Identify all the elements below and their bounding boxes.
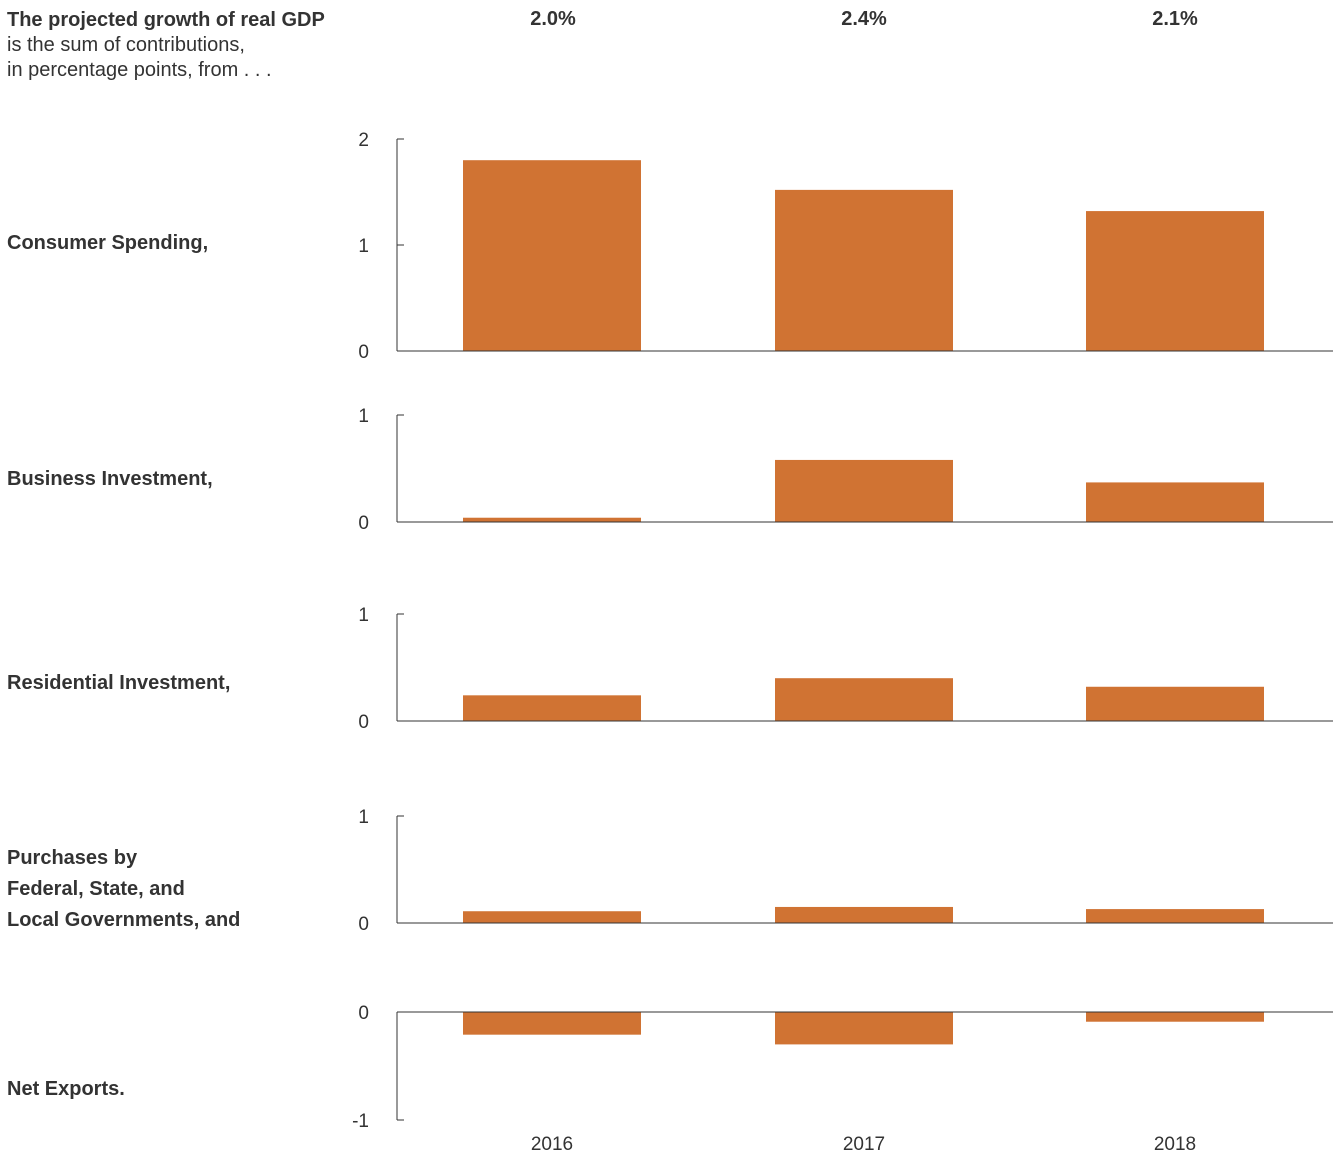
bar-residential-investment-2017 [775, 678, 953, 721]
panel-label-net-exports: Net Exports. [7, 1078, 125, 1100]
bar-business-investment-2017 [775, 459, 953, 522]
bar-business-investment-2016 [463, 517, 641, 522]
panel-label-residential-investment: Residential Investment, [7, 672, 231, 694]
y-tick-label-business-investment-0: 0 [358, 513, 369, 534]
total-2018: 2.1% [1152, 8, 1198, 30]
y-tick-label-residential-investment-1: 1 [358, 605, 369, 626]
y-tick-label-business-investment-1: 1 [358, 406, 369, 427]
intro-line-1: The projected growth of real GDP [7, 9, 325, 31]
y-tick-label-purchases-by-federal-state-and-local-governments-and-0: 0 [358, 914, 369, 935]
bar-net-exports-2018 [1086, 1012, 1264, 1022]
y-tick-label-purchases-by-federal-state-and-local-governments-and-1: 1 [358, 807, 369, 828]
bar-business-investment-2018 [1086, 482, 1264, 522]
intro-line-2: is the sum of contributions, [7, 34, 245, 56]
y-tick-label-net-exports-0: 0 [358, 1003, 369, 1024]
y-tick-label-residential-investment-0: 0 [358, 712, 369, 733]
chart-intro: The projected growth of real GDP is the … [7, 8, 325, 83]
bar-purchases-by-federal-state-and-local-governments-and-2018 [1086, 909, 1264, 923]
panel-label-consumer-spending: Consumer Spending, [7, 232, 209, 254]
y-tick-label-consumer-spending-2: 2 [358, 130, 369, 151]
bar-net-exports-2016 [463, 1012, 641, 1035]
bar-consumer-spending-2018 [1086, 211, 1264, 351]
bar-purchases-by-federal-state-and-local-governments-and-2017 [775, 906, 953, 923]
panel-label-business-investment: Business Investment, [7, 468, 213, 490]
bar-consumer-spending-2017 [775, 189, 953, 351]
bar-consumer-spending-2016 [463, 160, 641, 351]
panel-label-government-purchases: Purchases by Federal, State, and Local G… [7, 847, 241, 931]
x-label-2016: 2016 [531, 1134, 573, 1155]
y-tick-label-net-exports--1: -1 [352, 1111, 369, 1132]
x-label-2017: 2017 [843, 1134, 885, 1155]
bar-net-exports-2017 [775, 1012, 953, 1045]
intro-line-3: in percentage points, from . . . [7, 59, 272, 81]
total-2016: 2.0% [530, 8, 576, 30]
bar-residential-investment-2018 [1086, 686, 1264, 721]
total-2017: 2.4% [841, 8, 887, 30]
bar-residential-investment-2016 [463, 695, 641, 721]
x-label-2018: 2018 [1154, 1134, 1196, 1155]
y-tick-label-consumer-spending-1: 1 [358, 236, 369, 257]
y-tick-label-consumer-spending-0: 0 [358, 342, 369, 363]
bar-purchases-by-federal-state-and-local-governments-and-2016 [463, 911, 641, 923]
